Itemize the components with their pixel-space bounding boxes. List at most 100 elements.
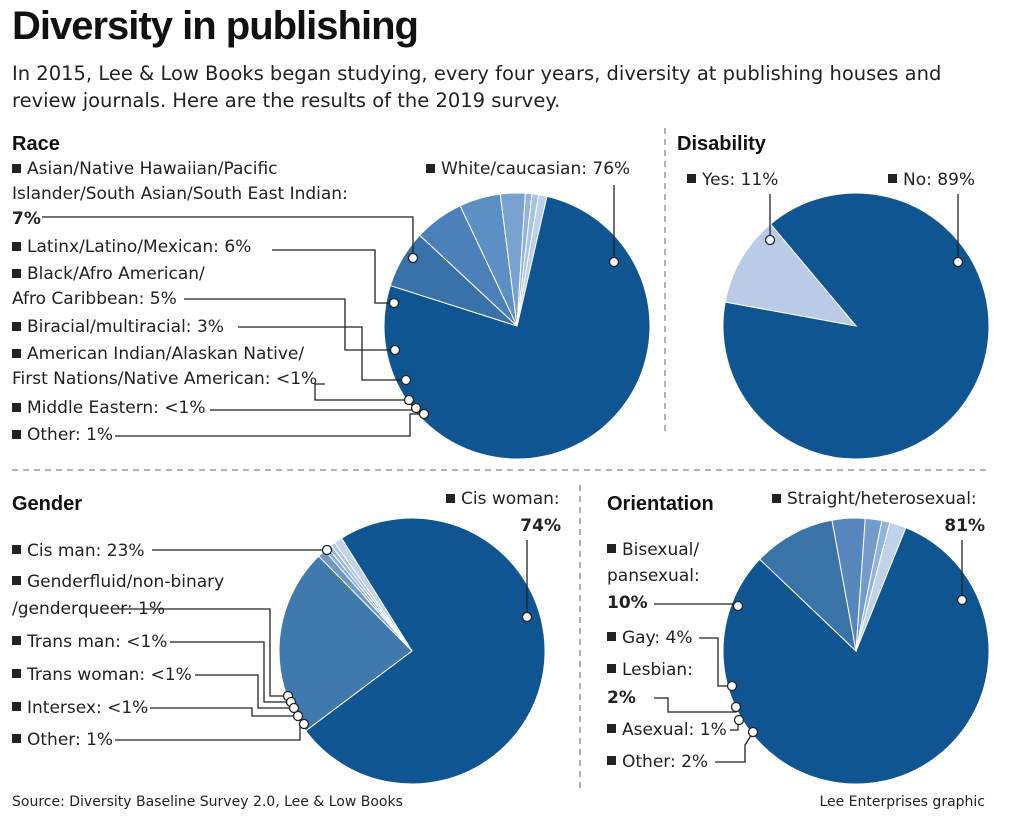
orientation-slice-other [855, 521, 907, 652]
orientation-bullet-other [607, 756, 616, 765]
race-leader-biracial [238, 326, 406, 381]
gender-label-intersex: Intersex: <1% [27, 698, 148, 718]
orientation-dot-gay [726, 680, 738, 692]
disability-pie [722, 192, 990, 460]
gender-pct-cis-woman: 74% [520, 516, 561, 536]
gender-leader-trans-man [170, 641, 291, 703]
race-bullet-asian [12, 164, 21, 173]
race-dot-american-indian [403, 394, 415, 406]
orientation-label-bisexual-2: pansexual: [607, 566, 700, 586]
gender-title: Gender [12, 493, 82, 515]
gender-label-other: Other: 1% [27, 730, 113, 750]
gender-dot-cis-woman [521, 611, 533, 623]
orientation-dot-asexual [733, 714, 745, 726]
orientation-dot-lesbian [730, 701, 742, 713]
orientation-pie [722, 517, 990, 785]
orientation-pct-lesbian: 2% [607, 688, 636, 708]
orientation-bullet-lesbian [607, 664, 616, 673]
gender-leader-intersex [150, 707, 298, 717]
race-leader-other [115, 413, 424, 437]
gender-leader-other [115, 723, 304, 741]
orientation-bullet-gay [607, 632, 616, 641]
race-leader-asian [42, 216, 414, 258]
page-title: Diversity in publishing [12, 4, 419, 48]
orientation-dot-straight [956, 594, 968, 606]
orientation-bullet-straight [772, 494, 781, 503]
race-dot-other [418, 408, 430, 420]
orientation-label-bisexual-1: Bisexual/ [622, 540, 699, 560]
race-bullet-american-indian [12, 349, 21, 358]
gender-label-cis-man: Cis man: 23% [27, 541, 145, 561]
gender-bullet-intersex [12, 702, 21, 711]
disability-dot-yes [764, 234, 776, 246]
race-dot-asian [407, 252, 419, 264]
orientation-leader-lesbian [654, 697, 737, 713]
race-bullet-biracial [12, 322, 21, 331]
race-label-latinx: Latinx/Latino/Mexican: 6% [27, 237, 251, 257]
race-label-asian-2: Islander/South Asian/South East Indian: [12, 184, 348, 204]
race-label-middle-eastern: Middle Eastern: <1% [27, 398, 206, 418]
gender-bullet-cis-woman [446, 494, 455, 503]
gender-label-trans-man: Trans man: <1% [26, 632, 167, 652]
disability-dot-no [952, 256, 964, 268]
orientation-label-gay: Gay: 4% [622, 628, 693, 648]
race-leader-latinx [272, 249, 394, 304]
orientation-dot-bisexual [732, 600, 744, 612]
gender-slice-other [333, 537, 413, 652]
race-label-biracial: Biracial/multiracial: 3% [27, 317, 224, 337]
race-slice-white-caucasian [383, 195, 651, 460]
gender-label-genderfluid-1: Genderfluid/non-binary [27, 572, 224, 592]
orientation-label-asexual: Asexual: 1% [622, 720, 727, 740]
gender-bullet-cis-man [12, 545, 21, 554]
source-note: Source: Diversity Baseline Survey 2.0, L… [12, 794, 403, 810]
orientation-pct-straight: 81% [944, 516, 985, 536]
orientation-label-straight: Straight/heterosexual: [787, 489, 977, 509]
race-title: Race [12, 133, 60, 155]
race-leader-american-indian [314, 383, 409, 401]
credit-note: Lee Enterprises graphic [819, 794, 985, 810]
gender-bullet-trans-woman [12, 669, 21, 678]
orientation-title: Orientation [607, 493, 714, 515]
race-bullet-white [426, 164, 435, 173]
race-pct-asian: 7% [12, 209, 41, 229]
orientation-bullet-bisexual [607, 544, 616, 553]
race-dot-middle-eastern [410, 402, 422, 414]
race-dot-biracial [400, 374, 412, 386]
race-bullet-middle-eastern [12, 403, 21, 412]
race-leader-black [184, 298, 395, 351]
disability-bullet-yes [687, 174, 696, 183]
gender-leader-genderfluid [118, 608, 288, 697]
orientation-bullet-asexual [607, 724, 616, 733]
gender-bullet-genderfluid [12, 576, 21, 585]
race-label-asian-1: Asian/Native Hawaiian/Pacific [27, 159, 278, 179]
gender-dot-intersex [292, 710, 304, 722]
disability-bullet-no [888, 174, 897, 183]
orientation-slice-straight-heterosexual [722, 527, 990, 785]
gender-pie [278, 517, 546, 785]
race-bullet-other [12, 430, 21, 439]
race-pie [383, 192, 651, 460]
disability-slice-yes [724, 223, 858, 327]
race-bullet-latinx [12, 242, 21, 251]
disability-title: Disability [677, 133, 767, 155]
gender-slice-cis-woman [304, 517, 546, 785]
orientation-dot-other [747, 726, 759, 738]
race-slice-other [516, 194, 548, 327]
gender-leader-trans-woman [195, 674, 294, 709]
orientation-leader-other [715, 733, 753, 763]
race-label-american-indian-2: First Nations/Native American: <1% [12, 369, 317, 389]
gender-bullet-trans-man [12, 636, 21, 645]
gender-bullet-other [12, 734, 21, 743]
race-dot-white [608, 256, 620, 268]
race-dot-black [389, 344, 401, 356]
gender-dot-cis-man [321, 544, 333, 556]
race-label-black-1: Black/Afro American/ [27, 264, 205, 284]
race-label-white: White/caucasian: 76% [441, 159, 630, 179]
race-label-other: Other: 1% [27, 425, 113, 445]
disability-label-no: No: 89% [903, 170, 975, 190]
gender-label-cis-woman: Cis woman: [461, 489, 560, 509]
orientation-leader-gay [699, 637, 732, 687]
race-label-black-2: Afro Caribbean: 5% [12, 289, 177, 309]
race-bullet-black [12, 269, 21, 278]
